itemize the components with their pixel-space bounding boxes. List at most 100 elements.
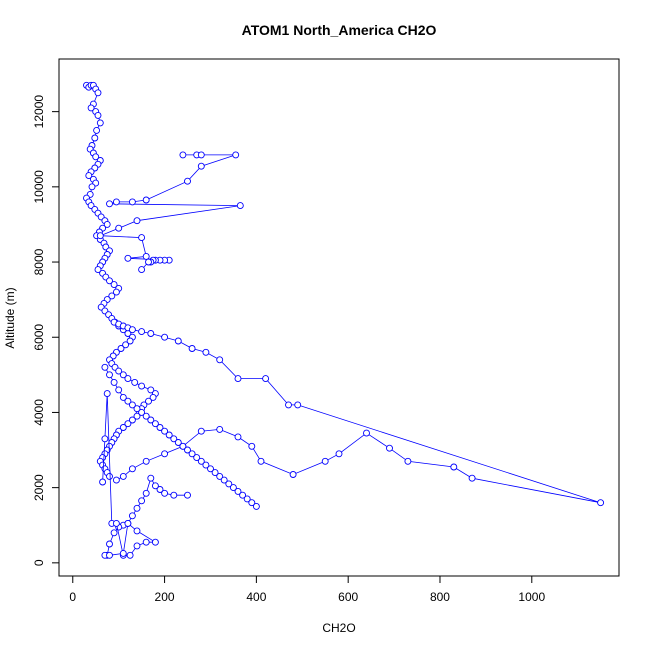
data-point [147,416,155,424]
data-point [197,427,205,435]
data-point [161,450,169,458]
data-point [197,457,205,465]
data-point [94,266,102,274]
data-point [87,104,95,112]
data-point [128,401,136,409]
data-point [184,491,191,499]
data-point [128,512,136,520]
data-point [161,489,169,497]
data-point [108,292,116,300]
data-point [133,412,141,420]
data-point [115,367,123,375]
y-tick-label: 8000 [32,248,46,275]
data-point [117,345,125,352]
data-point [142,489,150,497]
data-point [239,491,247,499]
data-point [202,348,210,356]
data-point [142,412,150,420]
data-point [91,134,99,142]
data-point [156,486,164,493]
data-point [138,382,146,390]
data-point [294,401,302,409]
data-point [133,405,141,413]
data-point [106,371,113,379]
x-tick-label: 800 [430,590,450,604]
data-point [234,487,242,495]
data-point [149,393,157,401]
data-point [285,401,292,409]
data-point [128,326,136,334]
x-tick-label: 400 [246,590,266,604]
data-point [197,162,205,170]
y-tick-label: 0 [32,559,46,566]
data-point [142,538,150,546]
data-point [138,497,146,505]
data-point [112,198,120,206]
data-point [88,183,96,191]
plot-frame [58,58,620,577]
x-tick-label: 600 [338,590,358,604]
x-tick-label: 1000 [518,590,545,604]
data-point [597,499,605,507]
data-point [161,333,169,341]
data-point [229,484,237,492]
data-point [234,433,242,441]
data-point [124,420,132,428]
data-point [321,457,329,465]
data-point [124,519,132,527]
data-point [363,429,370,437]
data-point [145,397,152,405]
x-tick-label: 200 [155,590,175,604]
data-point [99,478,107,486]
data-point [234,375,242,383]
data-point [174,337,182,345]
data-point [335,450,343,458]
y-tick-label: 6000 [32,324,46,351]
data-point [386,444,393,452]
y-tick-label: 12000 [32,95,46,129]
data-point [184,446,191,454]
data-point [94,111,102,119]
data-point [151,420,159,428]
data-point [156,424,164,431]
data-point [147,330,155,337]
data-point [289,471,297,478]
data-point [133,217,141,225]
data-point [262,375,270,383]
data-point [257,457,265,465]
data-point [165,431,173,439]
data-point [216,356,224,364]
data-point [170,435,178,443]
data-point [112,476,120,484]
data-point [128,416,136,424]
data-point [184,177,191,185]
data-point [248,442,256,450]
data-point [106,540,113,548]
data-point [133,542,141,550]
data-point [112,288,120,296]
x-axis-label: CH2O [322,621,355,635]
data-point [112,519,120,527]
data-point [225,480,233,488]
data-point [133,504,141,512]
data-point [124,397,132,405]
data-point [131,378,139,386]
y-tick-label: 4000 [32,399,46,426]
y-tick-label: 2000 [32,474,46,501]
data-point [101,363,109,371]
data-point [93,126,101,134]
data-point [119,472,127,480]
data-point [115,386,123,394]
data-point [468,474,476,482]
data-point [207,465,214,473]
data-point [119,371,127,379]
data-point [193,454,201,462]
data-point [170,491,178,499]
x-tick-label: 0 [69,590,76,604]
data-point [124,254,132,262]
data-point [179,151,187,159]
data-point [124,375,132,383]
data-point [96,119,104,127]
data-point [110,281,118,289]
